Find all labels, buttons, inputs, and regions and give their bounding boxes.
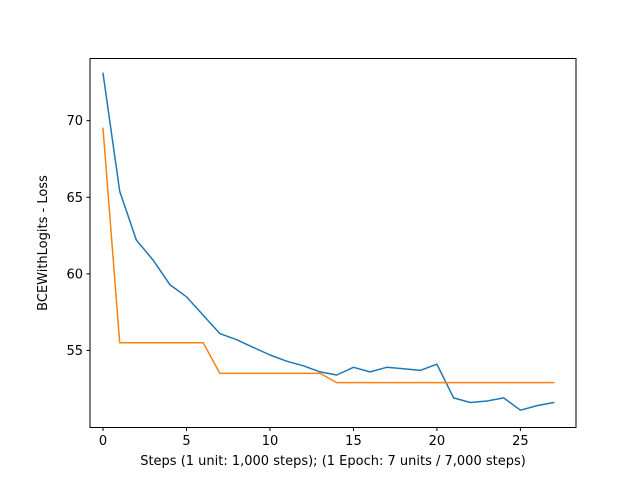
x-tick-label: 0 <box>99 434 107 449</box>
y-tick-label: 55 <box>66 344 83 359</box>
orange-line <box>102 127 555 384</box>
y-tick-label: 70 <box>66 114 83 129</box>
y-axis-label: BCEWithLogits - Loss <box>36 175 51 311</box>
plot-border <box>89 58 577 428</box>
x-tick-label: 25 <box>512 434 529 449</box>
x-tick-label: 20 <box>429 434 446 449</box>
x-tick-label: 15 <box>345 434 362 449</box>
y-tick-label: 65 <box>66 191 83 206</box>
blue-line <box>102 72 555 411</box>
x-axis-label: Steps (1 unit: 1,000 steps); (1 Epoch: 7… <box>140 454 526 469</box>
x-tick-label: 10 <box>262 434 279 449</box>
x-tick-label: 5 <box>182 434 190 449</box>
y-tick-label: 60 <box>66 267 83 282</box>
